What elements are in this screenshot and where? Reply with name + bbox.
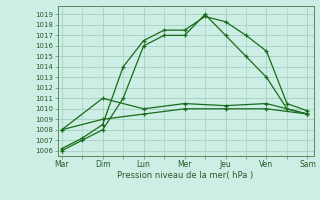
X-axis label: Pression niveau de la mer( hPa ): Pression niveau de la mer( hPa ): [117, 171, 254, 180]
